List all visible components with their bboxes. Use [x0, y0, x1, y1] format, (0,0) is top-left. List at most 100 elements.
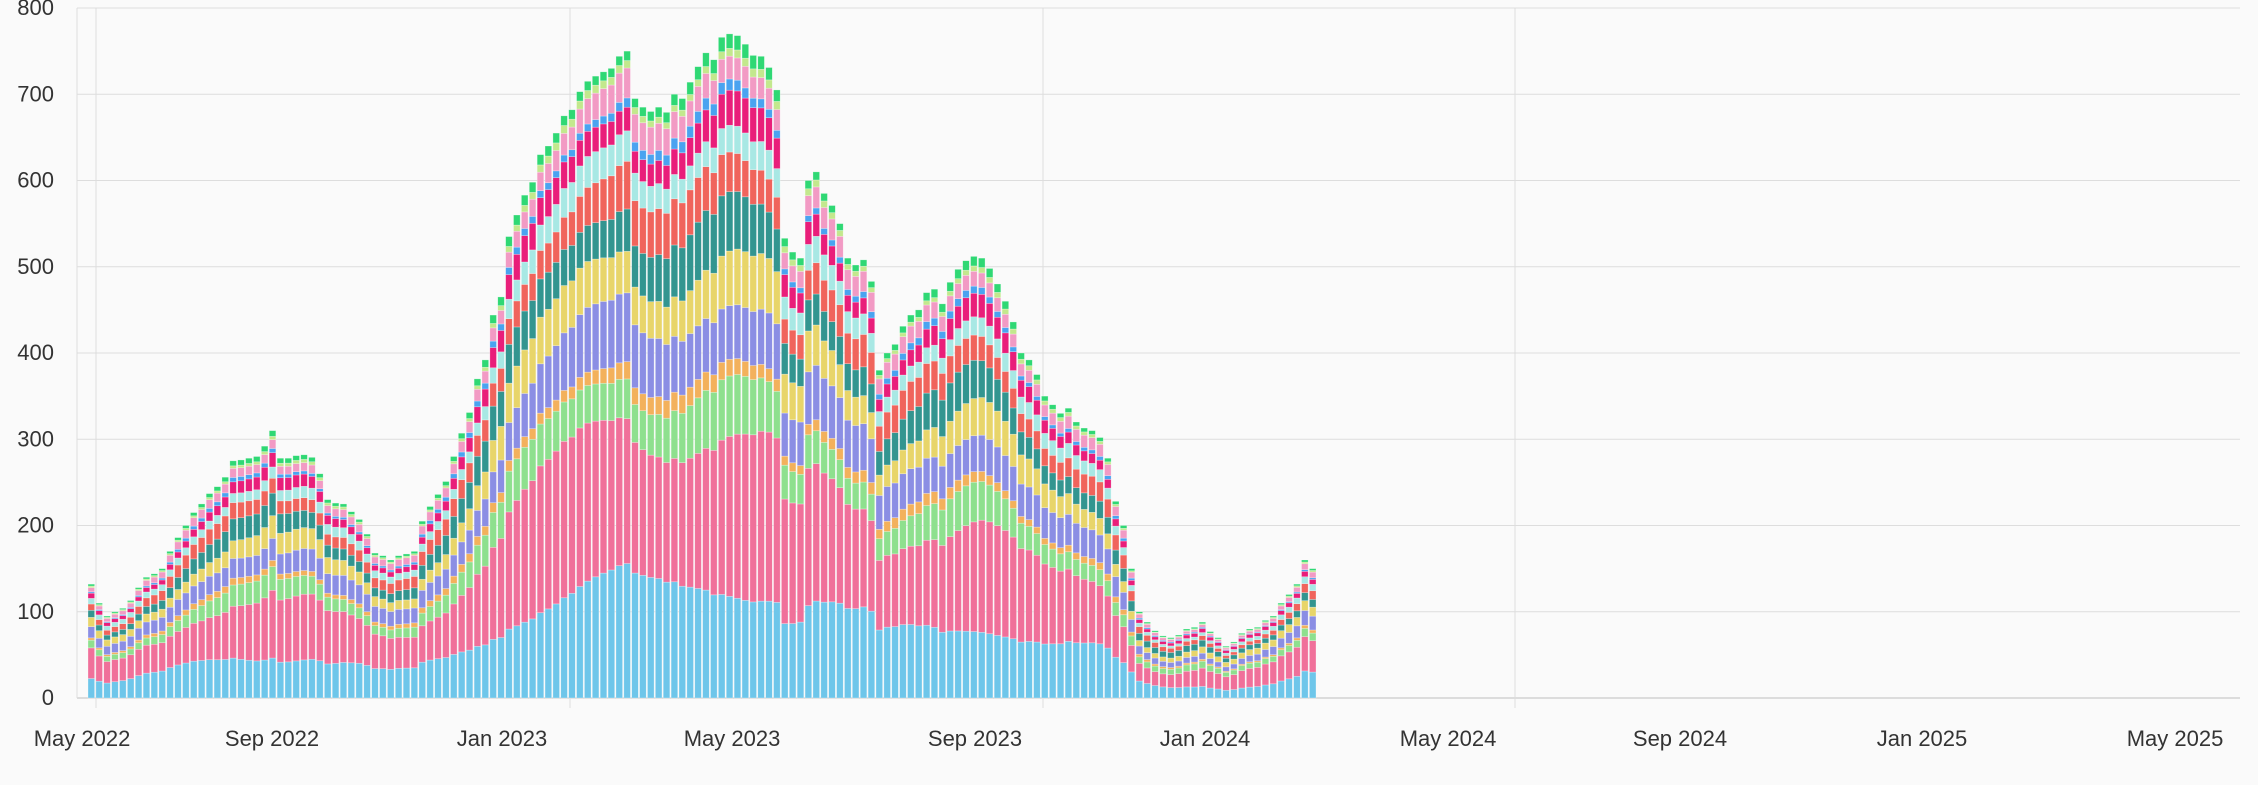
bar-segment — [324, 596, 332, 611]
bar-stack — [670, 93, 679, 699]
bar-stack — [182, 525, 190, 699]
bar-segment — [505, 344, 513, 384]
bar-segment — [355, 584, 363, 605]
bar-segment — [1017, 548, 1025, 643]
bar-segment — [930, 427, 939, 458]
bar-segment — [276, 573, 285, 580]
bar-segment — [930, 344, 939, 362]
bar-segment — [1253, 626, 1262, 629]
bar-segment — [915, 377, 923, 407]
bar-segment — [1293, 593, 1301, 599]
bar-segment — [166, 569, 174, 577]
bar-segment — [1072, 468, 1080, 488]
bar-segment — [355, 531, 363, 535]
bar-segment — [1049, 489, 1057, 513]
bar-segment — [1088, 529, 1096, 559]
bar-segment — [970, 270, 978, 287]
bar-segment — [647, 414, 655, 456]
bar-segment — [1056, 517, 1065, 548]
bar-segment — [1049, 404, 1057, 410]
bar-segment — [221, 476, 229, 483]
bar-segment — [568, 592, 576, 699]
bar-segment — [426, 569, 434, 583]
bar-segment — [584, 90, 592, 99]
bar-segment — [560, 249, 568, 286]
bar-stack — [1190, 626, 1199, 699]
bar-stack — [844, 257, 852, 699]
bar-segment — [127, 623, 135, 630]
bar-stack — [1206, 631, 1214, 699]
bar-segment — [1261, 629, 1270, 635]
bar-segment — [812, 430, 820, 464]
bar-segment — [261, 462, 269, 468]
bar-stack — [331, 502, 340, 699]
bar-segment — [599, 71, 608, 82]
bar-segment — [95, 602, 103, 605]
bar-segment — [371, 554, 379, 558]
bar-segment — [954, 371, 962, 412]
bar-segment — [410, 551, 418, 555]
bar-segment — [1309, 584, 1317, 592]
bar-segment — [1041, 395, 1049, 402]
bar-segment — [1080, 578, 1088, 644]
bar-segment — [592, 151, 600, 184]
bar-segment — [473, 645, 482, 699]
bar-stack — [544, 145, 552, 699]
bar-segment — [899, 336, 907, 354]
bar-segment — [142, 576, 151, 580]
bar-segment — [505, 251, 513, 268]
bar-segment — [1285, 624, 1293, 633]
bar-segment — [1033, 468, 1041, 496]
bar-segment — [528, 223, 537, 251]
bar-segment — [111, 681, 119, 699]
bar-stack — [733, 35, 742, 699]
bar-segment — [426, 506, 434, 511]
bar-segment — [324, 505, 332, 514]
bar-stack — [166, 551, 174, 699]
bar-segment — [253, 574, 261, 582]
bar-segment — [1198, 621, 1206, 625]
x-tick-label: Sep 2024 — [1633, 726, 1727, 751]
bar-segment — [245, 556, 253, 577]
bar-segment — [647, 126, 655, 155]
bar-stack — [284, 457, 292, 699]
bar-segment — [158, 608, 166, 618]
bar-segment — [513, 407, 521, 449]
bar-segment — [1277, 637, 1285, 649]
bar-segment — [639, 332, 647, 395]
bar-segment — [1159, 635, 1167, 638]
bar-segment — [536, 465, 545, 614]
bar-segment — [1206, 652, 1214, 659]
bar-segment — [426, 523, 434, 532]
bar-segment — [355, 549, 363, 562]
bar-segment — [796, 334, 805, 360]
bar-segment — [198, 552, 206, 570]
bar-segment — [1190, 643, 1199, 651]
x-tick-label: Sep 2022 — [225, 726, 319, 751]
bar-segment — [655, 116, 663, 124]
bar-segment — [213, 505, 221, 516]
bar-segment — [87, 609, 95, 618]
bar-segment — [1143, 647, 1151, 653]
bar-segment — [986, 521, 994, 635]
bar-segment — [182, 609, 190, 616]
bar-segment — [647, 337, 655, 398]
bar-segment — [568, 398, 576, 438]
bar-segment — [1017, 454, 1025, 485]
bar-stack — [1049, 404, 1057, 699]
bar-segment — [1072, 421, 1080, 427]
bar-segment — [1064, 443, 1073, 459]
bar-segment — [95, 630, 103, 639]
bar-segment — [276, 465, 285, 475]
bar-segment — [1175, 650, 1183, 657]
bar-segment — [418, 520, 426, 525]
bar-segment — [489, 367, 497, 384]
bar-segment — [300, 593, 308, 661]
bar-segment — [245, 463, 253, 467]
bar-segment — [804, 215, 812, 223]
bar-segment — [245, 582, 253, 605]
bar-segment — [938, 338, 946, 359]
bar-segment — [592, 75, 600, 86]
bar-segment — [544, 608, 552, 699]
bar-segment — [1198, 628, 1206, 633]
